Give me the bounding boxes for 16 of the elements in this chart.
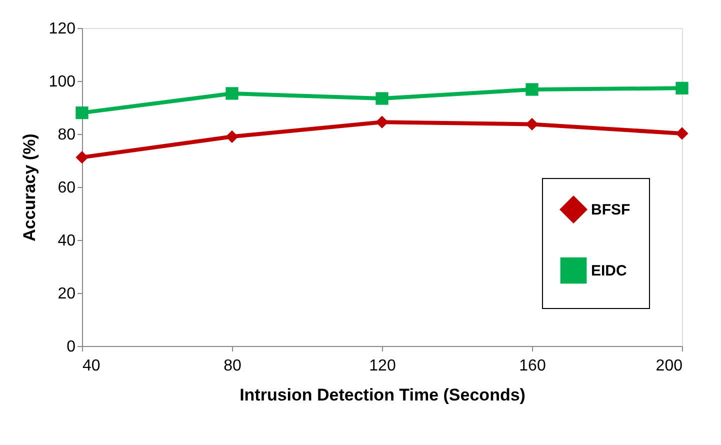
y-tick-label: 100	[48, 74, 76, 90]
y-tick-label: 0	[66, 338, 76, 356]
y-tick-label: 20	[58, 286, 76, 302]
y-tick-label: 40	[58, 232, 76, 250]
y-tick-label: 80	[58, 126, 76, 144]
x-tick-label: 80	[224, 358, 242, 374]
y-axis-title: Accuracy (%)	[20, 134, 39, 242]
y-tick-label: 120	[48, 20, 76, 38]
x-axis-title: Intrusion Detection Time (Seconds)	[240, 386, 526, 404]
x-tick-label: 160	[519, 358, 546, 374]
legend-label: BFSF	[591, 202, 630, 218]
legend-label: EIDC	[591, 262, 628, 280]
x-tick-label: 200	[656, 358, 683, 374]
x-tick-label: 40	[82, 358, 100, 374]
x-tick-label: 120	[369, 358, 396, 374]
y-tick-label: 60	[58, 180, 76, 196]
